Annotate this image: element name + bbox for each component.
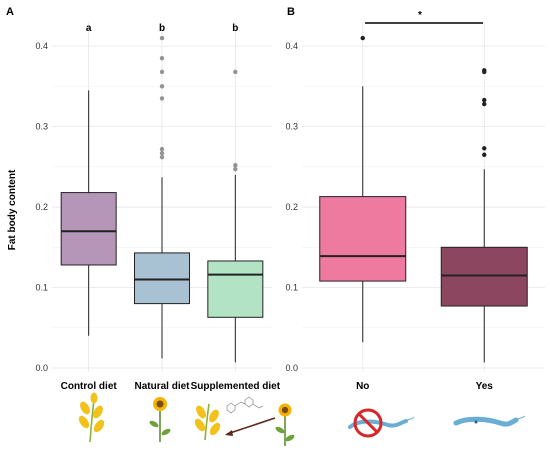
panel-letter-b: B	[287, 6, 295, 18]
y-tick-label: 0.4	[35, 41, 48, 51]
y-tick-label: 0.2	[35, 202, 48, 212]
y-axis-label: Fat body content	[7, 169, 18, 250]
y-tick-label: 0.0	[285, 363, 298, 373]
sunflower-icon	[149, 397, 171, 442]
category-label: Control diet	[61, 381, 118, 392]
category-label: Supplemented diet	[191, 381, 281, 392]
y-tick-label: 0.4	[285, 41, 298, 51]
box	[207, 260, 264, 318]
outlier-point	[482, 97, 487, 103]
outlier-point	[159, 84, 165, 89]
outlier-point	[159, 56, 165, 61]
maize-icon	[78, 392, 105, 443]
outlier-point	[159, 154, 165, 160]
outlier-point	[159, 146, 165, 152]
box	[319, 196, 407, 282]
outlier-point	[482, 152, 487, 157]
outlier-point	[360, 35, 365, 41]
significance-letter: a	[86, 23, 92, 34]
y-tick-label: 0.3	[35, 122, 48, 132]
panel-letter-a: A	[6, 6, 14, 18]
category-label: No	[356, 381, 369, 392]
outlier-point	[159, 96, 165, 101]
outlier-point	[233, 167, 238, 172]
category-label: Natural diet	[134, 381, 190, 392]
outlier-point	[482, 101, 487, 107]
outlier-point	[159, 69, 165, 75]
category-label: Yes	[476, 381, 494, 392]
box	[134, 252, 190, 305]
outlier-point	[233, 163, 238, 168]
outlier-point	[482, 69, 487, 75]
outlier-point	[233, 69, 238, 75]
box	[440, 246, 528, 307]
y-tick-label: 0.1	[285, 283, 298, 293]
significance-star: *	[418, 10, 422, 21]
panel-b-plot: 0.0 0.1 0.2 0.3 0.4 No Yes	[285, 22, 545, 392]
outlier-point	[159, 150, 165, 156]
y-tick-label: 0.0	[35, 363, 48, 373]
no-parasite-icon	[348, 408, 415, 438]
outlier-point	[159, 35, 165, 41]
y-tick-label: 0.3	[285, 122, 298, 132]
parasite-icon	[453, 415, 526, 427]
outlier-point	[482, 146, 487, 151]
panel-a-plot: 0.0 0.1 0.2 0.3 0.4 Control diet a Natural diet…	[35, 22, 281, 392]
y-tick-label: 0.1	[35, 283, 48, 293]
box	[60, 192, 117, 266]
supplemented-diet-icon	[194, 396, 295, 446]
y-tick-label: 0.2	[285, 202, 298, 212]
significance-letter: b	[232, 23, 238, 34]
significance-letter: b	[159, 23, 165, 34]
